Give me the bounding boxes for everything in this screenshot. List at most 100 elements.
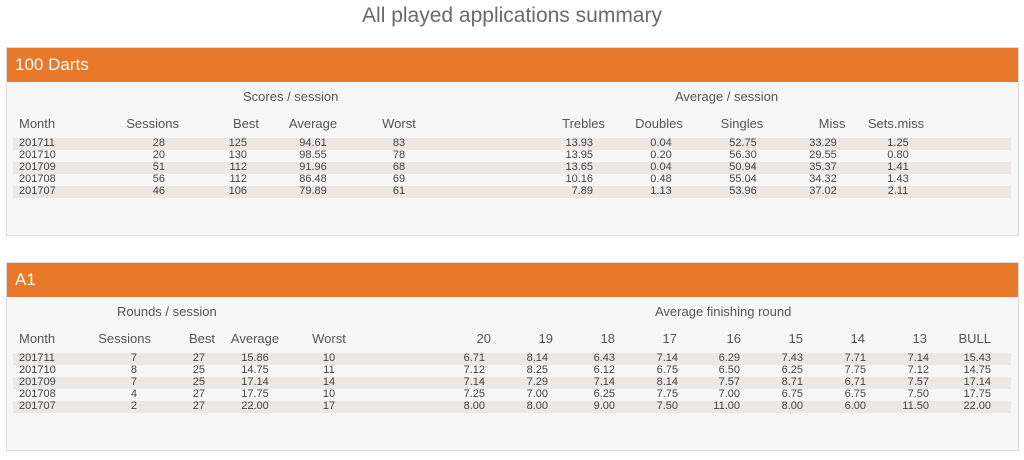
table-cell: 55.04: [729, 173, 757, 185]
table-cell: 17: [322, 400, 336, 412]
table-cell: 7.25: [463, 388, 485, 400]
table-cell: 7.00: [526, 388, 548, 400]
table-cell: 6.29: [718, 352, 740, 364]
table-cell: 51: [152, 161, 165, 173]
group-label-scores: Scores / session: [243, 89, 339, 104]
table-cell: 4: [130, 388, 137, 400]
column-header: Trebles: [562, 116, 605, 131]
table-cell: 0.80: [887, 149, 909, 161]
column-header: Singles: [720, 116, 764, 131]
table-cell: 6.25: [593, 388, 615, 400]
table-cell: 130: [228, 149, 247, 161]
table-cell: 11.00: [713, 400, 740, 412]
group-label-rounds: Rounds / session: [117, 304, 217, 319]
table-cell: 52.75: [729, 137, 757, 149]
table-cell: 0.48: [650, 173, 672, 185]
column-header: Average: [230, 331, 280, 346]
table-cell: 25: [192, 376, 205, 388]
table-cell: 8: [130, 364, 137, 376]
table-cell: 9.00: [593, 400, 615, 412]
page-title: All played applications summary: [362, 4, 662, 27]
table-cell: 14: [322, 376, 336, 388]
table-row: [13, 138, 1011, 150]
table-cell: 7.50: [907, 388, 929, 400]
column-header: Best: [188, 331, 215, 346]
table-cell: 50.94: [729, 161, 757, 173]
panel-header-100-darts: 100 Darts: [7, 48, 1018, 82]
table-cell: 7.14: [593, 376, 615, 388]
table-cell: 201708: [19, 388, 56, 400]
table-cell: 112: [229, 173, 247, 185]
column-header: Doubles: [635, 116, 683, 131]
table-cell: 14.75: [963, 364, 991, 376]
table-cell: 8.00: [526, 400, 548, 412]
table-cell: 13.95: [565, 149, 593, 161]
table-cell: 10: [322, 352, 336, 364]
table-cell: 28: [152, 137, 165, 149]
panel-a1: A1 Rounds / session Average finishing ro…: [6, 262, 1019, 451]
column-header: 17: [662, 331, 677, 346]
group-label-average: Average / session: [675, 89, 779, 104]
table-cell: 83: [392, 137, 406, 149]
table-cell: 10.16: [565, 173, 593, 185]
table-cell: 201708: [19, 173, 56, 185]
table-cell: 79.89: [299, 185, 327, 197]
table-cell: 6.25: [781, 364, 803, 376]
column-header: Sets.miss: [867, 116, 925, 131]
table-cell: 1.13: [650, 185, 672, 197]
column-header: Sessions: [126, 116, 179, 131]
table-cell: 7.50: [656, 400, 678, 412]
table-cell: 11.50: [902, 400, 929, 412]
table-cell: 125: [228, 137, 247, 149]
table-cell: 56: [152, 173, 165, 185]
column-header: Month: [19, 331, 56, 346]
table-row: [13, 353, 1011, 365]
table-cell: 1.43: [887, 173, 909, 185]
table-cell: 98.55: [299, 149, 327, 161]
table-cell: 201709: [19, 161, 56, 173]
table-cell: 0.04: [650, 137, 672, 149]
table-cell: 13.65: [565, 161, 593, 173]
table-cell: 68: [392, 161, 406, 173]
table-cell: 7.75: [656, 388, 678, 400]
table-cell: 112: [229, 161, 247, 173]
table-cell: 69: [392, 173, 406, 185]
column-header: 19: [538, 331, 553, 346]
table-cell: 8.00: [781, 400, 803, 412]
column-header: 15: [788, 331, 803, 346]
table-cell: 22.00: [963, 400, 991, 412]
table-cell: 61: [392, 185, 406, 197]
table-cell: 37.02: [809, 185, 837, 197]
table-cell: 13.93: [565, 137, 593, 149]
table-cell: 8.00: [463, 400, 485, 412]
column-header: 20: [476, 331, 491, 346]
table-cell: 8.71: [781, 376, 803, 388]
table-cell: 34.32: [809, 173, 837, 185]
column-header: Sessions: [98, 331, 151, 346]
table-cell: 7.29: [526, 376, 548, 388]
column-header: 18: [600, 331, 615, 346]
table-cell: 7.71: [844, 352, 866, 364]
panel-100-darts: 100 Darts Scores / session Average / ses…: [6, 47, 1019, 236]
column-header: Worst: [382, 116, 416, 131]
table-cell: 2.11: [887, 185, 909, 197]
table-cell: 94.61: [299, 137, 327, 149]
table-cell: 201709: [19, 376, 56, 388]
table-cell: 15.86: [241, 352, 269, 364]
table-cell: 7.57: [718, 376, 740, 388]
table-cell: 22.00: [241, 400, 269, 412]
table-cell: 8.14: [656, 376, 678, 388]
table-row: [13, 377, 1011, 389]
table-cell: 7.75: [844, 364, 866, 376]
panel-header-a1: A1: [7, 263, 1018, 297]
table-cell: 201711: [19, 137, 55, 149]
table-cell: 106: [228, 185, 247, 197]
table-cell: 6.00: [844, 400, 866, 412]
table-cell: 6.43: [593, 352, 615, 364]
table-cell: 17.75: [963, 388, 991, 400]
table-cell: 7.14: [656, 352, 678, 364]
table-cell: 7: [130, 352, 137, 364]
table-cell: 6.12: [593, 364, 615, 376]
table-cell: 17.75: [241, 388, 269, 400]
table-cell: 27: [192, 400, 205, 412]
